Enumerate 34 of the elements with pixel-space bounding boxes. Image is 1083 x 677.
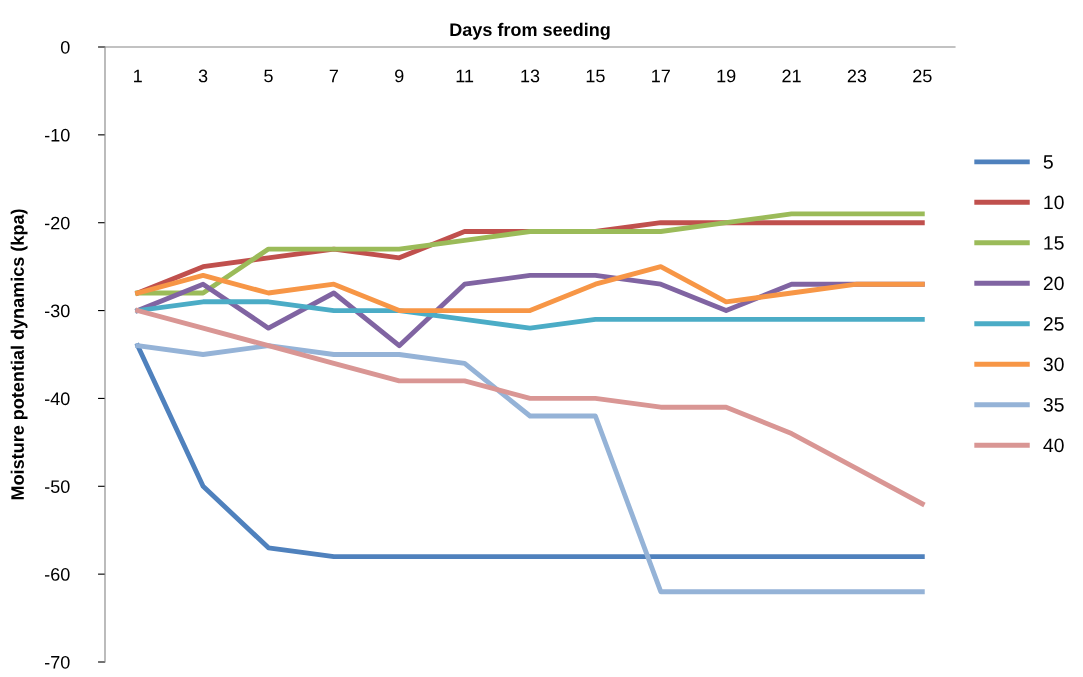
- legend-label: 30: [1043, 357, 1064, 372]
- x-tick-label: 1: [134, 69, 142, 83]
- y-axis-title: Moisture potential dynamics (kpa): [10, 209, 28, 500]
- x-tick-label: 5: [264, 69, 273, 83]
- x-tick-label: 3: [198, 69, 208, 83]
- x-tick-label: 21: [782, 69, 801, 83]
- y-tick-label: 0: [60, 40, 70, 54]
- line-series: [135, 264, 925, 313]
- line-series: [135, 299, 925, 331]
- legend-label: 40: [1043, 438, 1064, 453]
- x-tick-label: 23: [847, 69, 867, 83]
- x-tick-label: 15: [586, 69, 605, 83]
- y-tick-label: -60: [44, 568, 70, 581]
- y-tick-label: -20: [44, 216, 70, 230]
- legend-label: 5: [1043, 155, 1053, 169]
- legend-label: 20: [1043, 276, 1064, 291]
- legend-label: 25: [1043, 316, 1064, 331]
- y-tick-label: -10: [44, 128, 70, 142]
- x-tick-label: 25: [913, 69, 932, 83]
- y-tick-label: -50: [44, 480, 70, 494]
- x-tick-label: 9: [395, 69, 404, 83]
- line-series: [135, 308, 925, 507]
- y-tick-label: -30: [44, 304, 70, 318]
- x-axis-title: Days from seeding: [450, 22, 610, 40]
- x-tick-label: 11: [456, 69, 474, 83]
- x-tick-label: 7: [329, 69, 338, 83]
- x-tick-label: 17: [652, 69, 670, 83]
- x-tick-label: 19: [717, 69, 736, 83]
- x-tick-label: 13: [521, 69, 540, 83]
- legend-label: 15: [1044, 236, 1064, 250]
- y-tick-label: -70: [44, 655, 70, 669]
- legend-label: 35: [1043, 397, 1064, 412]
- legend-label: 10: [1044, 195, 1064, 210]
- y-tick-label: -40: [44, 392, 70, 406]
